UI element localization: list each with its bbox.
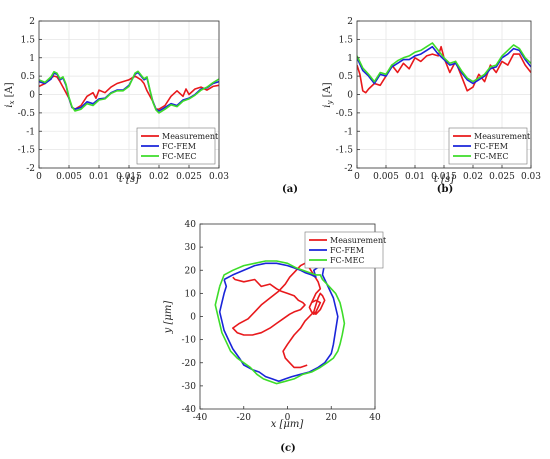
y-tick-label: 2 (29, 17, 35, 27)
y-axis-label: iy [A] (322, 82, 334, 107)
x-tick-label: 0 (285, 413, 291, 423)
series-line-fc-mec (214, 260, 346, 385)
x-tick-label: 0.025 (176, 172, 202, 182)
y-tick-label: -10 (182, 336, 197, 346)
y-tick-label: 20 (185, 266, 197, 276)
legend-label: FC-FEM (330, 246, 364, 255)
chart-1: 0 0.005 0.01 0.015 0.02 0.025 0.03 -2 -1.5 -1 -0.5… (322, 17, 541, 185)
y-tick-label: 0 (347, 91, 353, 101)
y-tick-label: -2 (26, 164, 35, 174)
x-tick-label: -20 (237, 413, 252, 423)
x-tick-label: 0.015 (431, 172, 457, 182)
x-tick-label: 20 (326, 413, 338, 423)
y-tick-label: -0.5 (336, 109, 354, 119)
x-tick-label: -40 (193, 413, 208, 423)
y-axis-label: y [μm] (163, 301, 174, 335)
x-tick-label: 0.01 (405, 172, 425, 182)
series-line-fc-mec (357, 42, 531, 83)
series-group (39, 70, 219, 114)
chart-0: 0 0.005 0.01 0.015 0.02 0.025 0.03 -2 -1.5 -1 -0.5… (4, 17, 229, 185)
y-tick-label: 0.5 (339, 72, 354, 82)
legend-label: FC-MEC (330, 256, 365, 265)
legend-box (304, 231, 384, 269)
y-tick-label: -20 (182, 359, 197, 369)
x-tick-label: 0.02 (149, 172, 169, 182)
x-tick-label: 0 (354, 172, 360, 182)
x-tick-label: 0.025 (489, 172, 515, 182)
y-tick-label: 10 (185, 289, 197, 299)
y-tick-label: -1 (344, 127, 353, 137)
x-axis-label: t [s] (119, 174, 139, 185)
x-tick-label: 0.01 (89, 172, 109, 182)
x-tick-label: 40 (369, 413, 381, 423)
series-line-measurement (39, 75, 219, 110)
y-tick-label: 1.5 (339, 35, 354, 45)
y-axis-label: ix [A] (4, 82, 16, 107)
y-tick-label: 40 (185, 220, 197, 230)
y-tick-label: -30 (182, 382, 197, 392)
legend-label: Measurement (474, 132, 531, 141)
legend-label: FC-FEM (474, 142, 508, 151)
legend-label: Measurement (330, 236, 387, 245)
y-tick-label: 1.5 (21, 35, 36, 45)
y-tick-label: 0 (29, 91, 35, 101)
y-tick-label: 0.5 (21, 72, 36, 82)
legend-label: FC-FEM (162, 142, 196, 151)
x-tick-label: 0.02 (463, 172, 483, 182)
legend-label: FC-MEC (162, 152, 197, 161)
series-line-fc-fem (218, 262, 339, 383)
y-tick-label: 1 (29, 54, 35, 64)
y-tick-label: -2 (344, 164, 353, 174)
x-tick-label: 0.03 (209, 172, 229, 182)
series-group (357, 42, 531, 94)
legend-label: Measurement (162, 132, 219, 141)
y-tick-label: 1 (347, 54, 353, 64)
x-axis-label: x [μm] (271, 419, 304, 430)
x-tick-label: 0.005 (373, 172, 399, 182)
y-tick-label: -1.5 (336, 146, 354, 156)
x-tick-label: 0.03 (521, 172, 541, 182)
charts-root: 0 0.005 0.01 0.015 0.02 0.025 0.03 -2 -1.5 -1 -0.5… (4, 17, 541, 430)
y-tick-label: 30 (185, 243, 197, 253)
y-tick-label: -1.5 (18, 146, 36, 156)
x-axis-label: t [s] (434, 174, 454, 185)
y-tick-label: -0.5 (18, 109, 36, 119)
legend-label: FC-MEC (474, 152, 509, 161)
y-tick-label: -1 (26, 127, 35, 137)
series-line-fc-mec (39, 70, 219, 114)
caption-c: (c) (280, 443, 296, 454)
x-tick-label: 0.015 (116, 172, 142, 182)
chart-2: -40 -20 0 20 40 -40 -30 -20 -10 0 10 20 30 40 x [μm] y … (163, 220, 387, 430)
y-tick-label: -40 (182, 405, 197, 415)
x-tick-label: 0 (36, 172, 42, 182)
y-tick-label: 0 (190, 313, 196, 323)
caption-b: (b) (437, 184, 453, 195)
caption-a: (a) (282, 184, 298, 195)
x-tick-label: 0.005 (56, 172, 82, 182)
y-tick-label: 2 (347, 17, 353, 27)
series-line-fc-fem (357, 45, 531, 85)
